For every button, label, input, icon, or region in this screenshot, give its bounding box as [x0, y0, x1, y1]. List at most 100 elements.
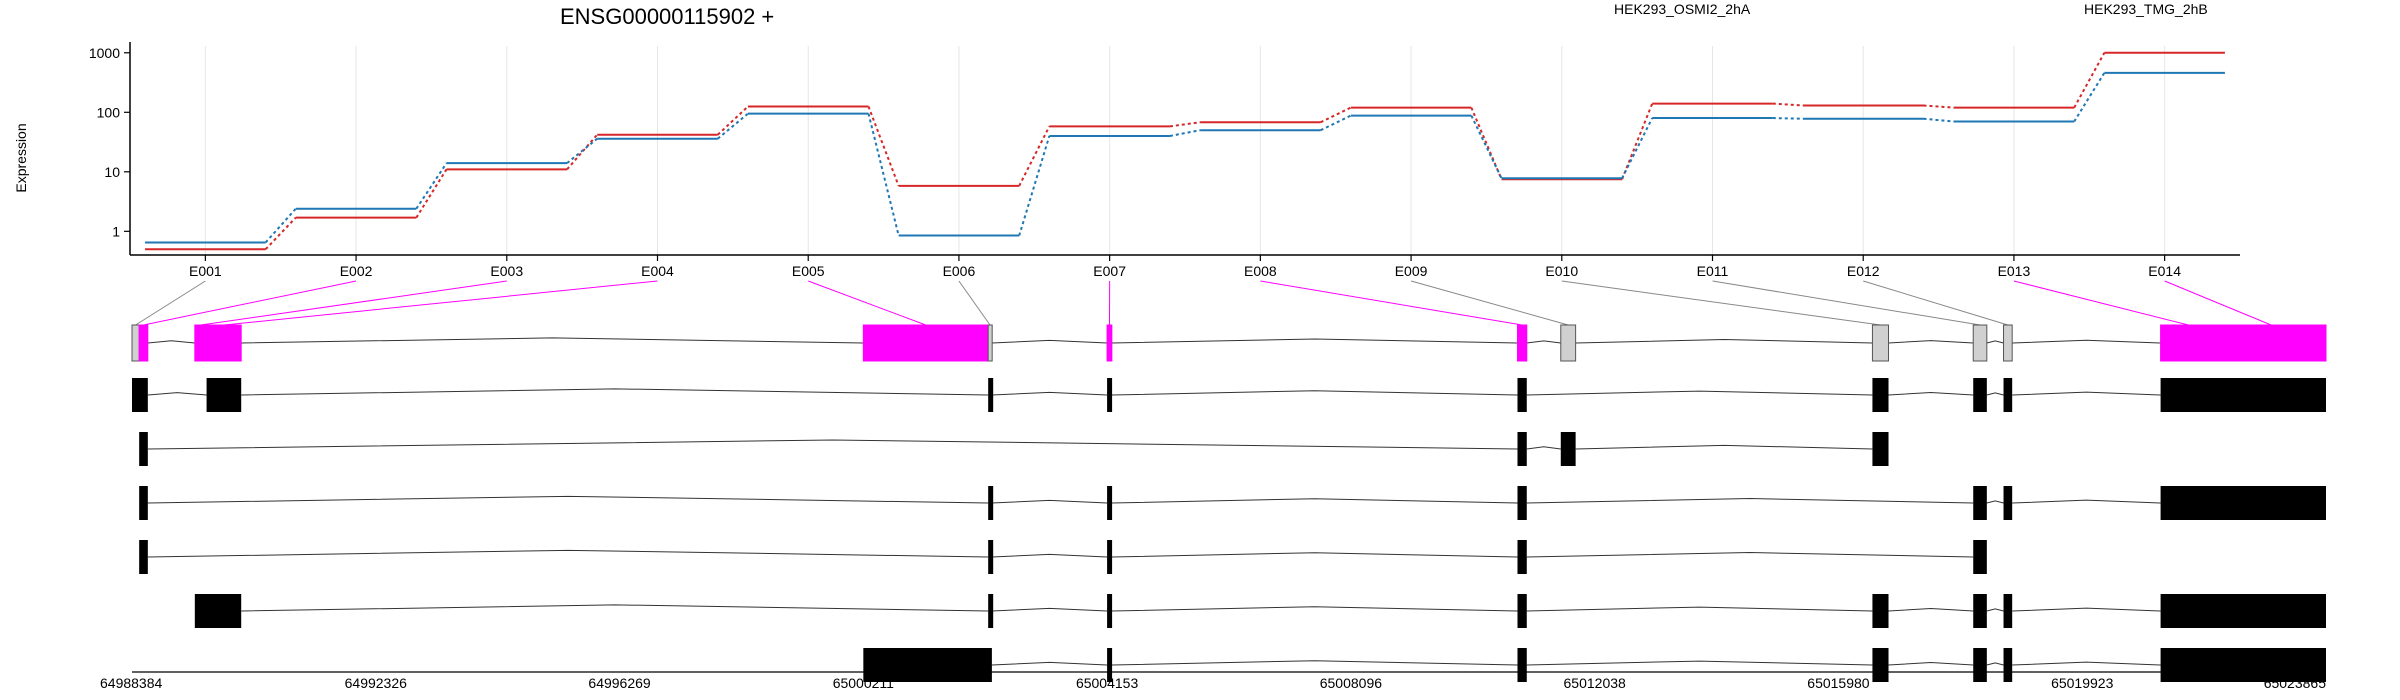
coordinate-label: 64996269 [588, 675, 651, 691]
coordinate-label: 65004153 [1076, 675, 1139, 691]
series-1-connector [717, 105, 749, 136]
series-2-connector [1772, 117, 1803, 120]
transcript-exon [988, 540, 994, 574]
transcript-exon [1872, 432, 1889, 466]
x-tick-label: E014 [2148, 263, 2181, 279]
transcript-exon [2160, 594, 2326, 628]
exon-bin [1871, 324, 1890, 362]
exon-connector [2164, 280, 2272, 326]
gene-model [131, 324, 2327, 362]
series-1-connector [1169, 121, 1201, 128]
transcript-intron [1111, 390, 1518, 396]
series-1-connector [1470, 107, 1503, 180]
transcript-exon [132, 378, 148, 412]
x-tick-label: E009 [1395, 263, 1428, 279]
transcript-intron [991, 607, 1108, 612]
series-2-connector [415, 162, 448, 210]
exon-connector [2013, 280, 2189, 326]
transcript-exon [2003, 378, 2013, 412]
genomic-coordinate-axis: 64988384 64992326 64996269 65000211 65004153… [100, 671, 2327, 691]
transcript-exon [2160, 486, 2326, 520]
transcript-exon [139, 540, 148, 574]
transcript-intron [147, 549, 989, 558]
transcript-intron [1111, 552, 1518, 558]
exon-bin [1106, 324, 1113, 362]
transcript-exon [1517, 378, 1527, 412]
transcript-exon [2003, 594, 2013, 628]
series-1-connector [2073, 52, 2106, 109]
series-2-connector [1320, 114, 1352, 132]
transcript-exon [1973, 648, 1987, 682]
transcript-intron [2012, 661, 2161, 666]
coordinate-label: 65000211 [833, 675, 894, 691]
y-tick-label: 1 [112, 223, 120, 239]
exon-connector [1863, 280, 2008, 326]
x-tick-label: E002 [340, 263, 373, 279]
transcript-intron [1111, 660, 1518, 666]
transcript-exon [1517, 594, 1527, 628]
exon-connector [135, 280, 206, 326]
exon-bin [1516, 324, 1528, 362]
series-2-connector [717, 112, 749, 140]
exon-bin [2215, 324, 2327, 362]
exon-bin [206, 324, 242, 362]
transcript-exon [1517, 648, 1527, 682]
x-tick-label: E013 [1998, 263, 2031, 279]
transcript-intron [1888, 392, 1974, 396]
transcript-intron [991, 661, 1108, 666]
expression-series [145, 51, 2225, 251]
series-2-connector [566, 137, 598, 164]
transcript-intron [1575, 444, 1873, 450]
transcript-intron [1526, 552, 1974, 558]
series-2-connector [264, 208, 297, 244]
gene-intron [991, 339, 1108, 344]
transcript-intron [1986, 608, 2004, 612]
x-tick-label: E012 [1847, 263, 1880, 279]
transcript-exon [988, 594, 994, 628]
coordinate-label: 65008096 [1320, 675, 1383, 691]
transcript-intron [1526, 446, 1561, 450]
transcript-exon [1107, 378, 1113, 412]
transcript-intron [1111, 498, 1518, 504]
transcript-exon [1517, 486, 1527, 520]
x-tick-label: E004 [641, 263, 674, 279]
y-tick-label: 10 [104, 164, 120, 180]
series-2-connector [867, 113, 900, 236]
coordinate-label: 65023865 [2264, 675, 2327, 691]
transcript-exon [988, 378, 994, 412]
transcript-intron [1526, 660, 1873, 666]
transcript-intron [1111, 606, 1518, 612]
series-1-connector [1018, 125, 1051, 187]
transcript-intron [147, 495, 989, 504]
transcript-intron [241, 388, 989, 396]
transcript-exon [194, 594, 242, 628]
transcript-exon [1107, 540, 1113, 574]
chart-title: ENSG00000115902 + [560, 4, 774, 29]
exon-bin [1972, 324, 1988, 362]
transcript-exon [2003, 486, 2013, 520]
transcript-exon [1872, 648, 1889, 682]
gene-intron [1986, 340, 2004, 344]
x-tick-label: E011 [1697, 263, 1729, 279]
transcript-exon [1973, 378, 1987, 412]
transcript-exon [1107, 486, 1113, 520]
exon-connector [1712, 280, 1981, 326]
x-tick-label: E010 [1545, 263, 1578, 279]
exon-connectors [135, 280, 2272, 326]
legend-label-tmg: HEK293_TMG_2hB [2084, 1, 2208, 17]
transcript-models [132, 378, 2326, 682]
x-tick-label: E001 [189, 263, 222, 279]
transcript-exon [2003, 648, 2013, 682]
x-tick-label: E005 [792, 263, 825, 279]
transcript-intron [991, 391, 1108, 396]
coordinate-label: 65019923 [2051, 675, 2114, 691]
exon-bin [131, 324, 140, 362]
transcript-exon [1107, 648, 1113, 682]
transcript-exon [863, 648, 992, 682]
exon-connector [143, 280, 357, 326]
transcript-intron [1986, 662, 2004, 666]
exon-connector [958, 280, 991, 326]
transcript-intron [991, 499, 1108, 504]
exon-bin [138, 324, 149, 362]
exon-connector [1561, 280, 1881, 326]
